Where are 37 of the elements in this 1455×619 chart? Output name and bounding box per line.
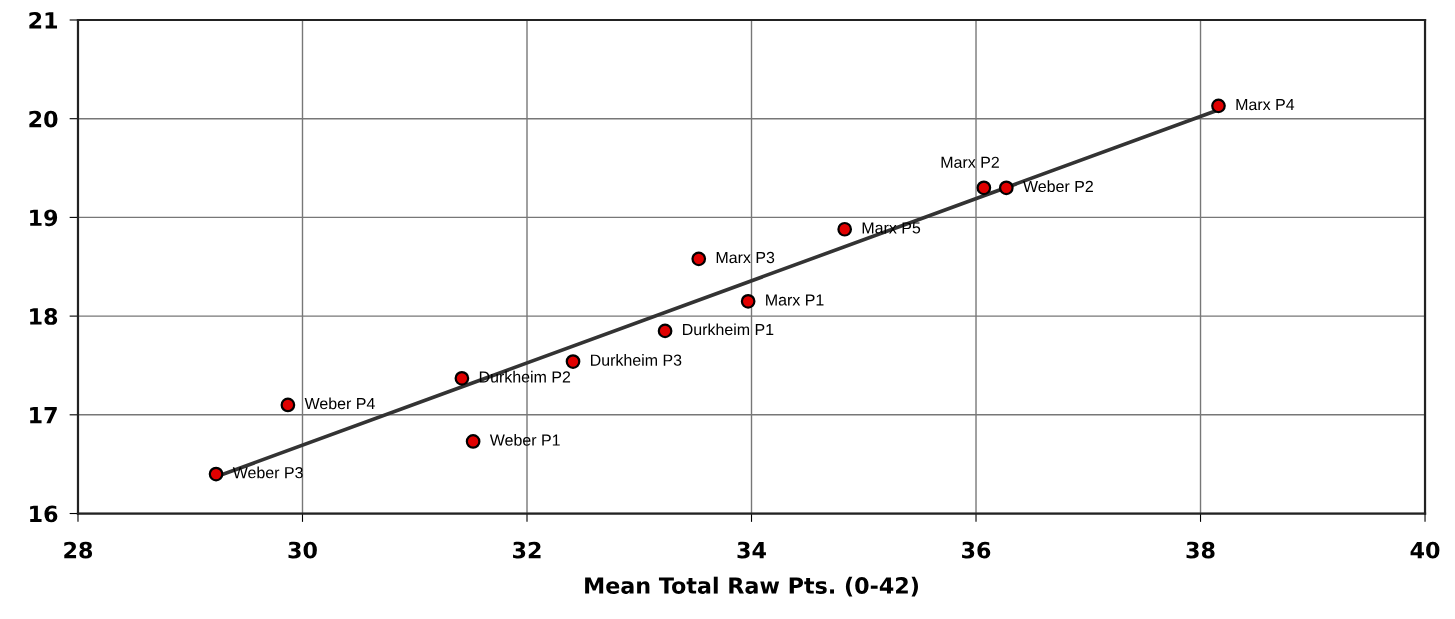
- x-tick-label: 40: [1410, 541, 1440, 559]
- x-tick-label: 28: [64, 541, 93, 559]
- point: [976, 180, 992, 196]
- x-tick-label: 36: [962, 541, 991, 559]
- y-tick-label: 16: [30, 505, 58, 523]
- point: [691, 251, 707, 267]
- point: [1211, 98, 1226, 114]
- y-tick-label: 18: [30, 308, 58, 325]
- point: [465, 434, 481, 449]
- annotation: Marx P5: [862, 222, 921, 234]
- annotation: Durkheim P1: [683, 323, 774, 336]
- x-tick-label: 32: [513, 541, 541, 559]
- y-tick-label: 20: [29, 110, 58, 128]
- point: [280, 397, 296, 413]
- x-tick-label: 30: [288, 541, 317, 559]
- point: [837, 221, 853, 237]
- point: [657, 323, 673, 339]
- y-tick-label: 21: [29, 11, 58, 29]
- point: [998, 180, 1014, 196]
- x-axis-title: Mean Total Raw Pts. (0-42): [585, 576, 918, 597]
- annotation: Weber P4: [304, 397, 375, 410]
- point: [454, 370, 470, 386]
- y-tick-label: 17: [30, 407, 57, 424]
- annotation: Marx P2: [941, 156, 999, 168]
- annotation: Durkheim P3: [591, 354, 682, 366]
- annotation: Marx P1: [766, 294, 824, 306]
- y-tick-label: 19: [30, 209, 58, 227]
- point: [740, 293, 756, 309]
- x-tick-label: 38: [1186, 541, 1215, 559]
- annotation: Weber P2: [1023, 180, 1093, 193]
- annotation: Weber P3: [232, 466, 303, 479]
- annotation: Marx P4: [1236, 99, 1295, 111]
- annotation: Weber P1: [489, 434, 560, 446]
- point: [208, 466, 224, 482]
- point: [565, 354, 581, 369]
- x-tick-label: 34: [737, 541, 766, 559]
- annotation: Marx P3: [716, 251, 775, 264]
